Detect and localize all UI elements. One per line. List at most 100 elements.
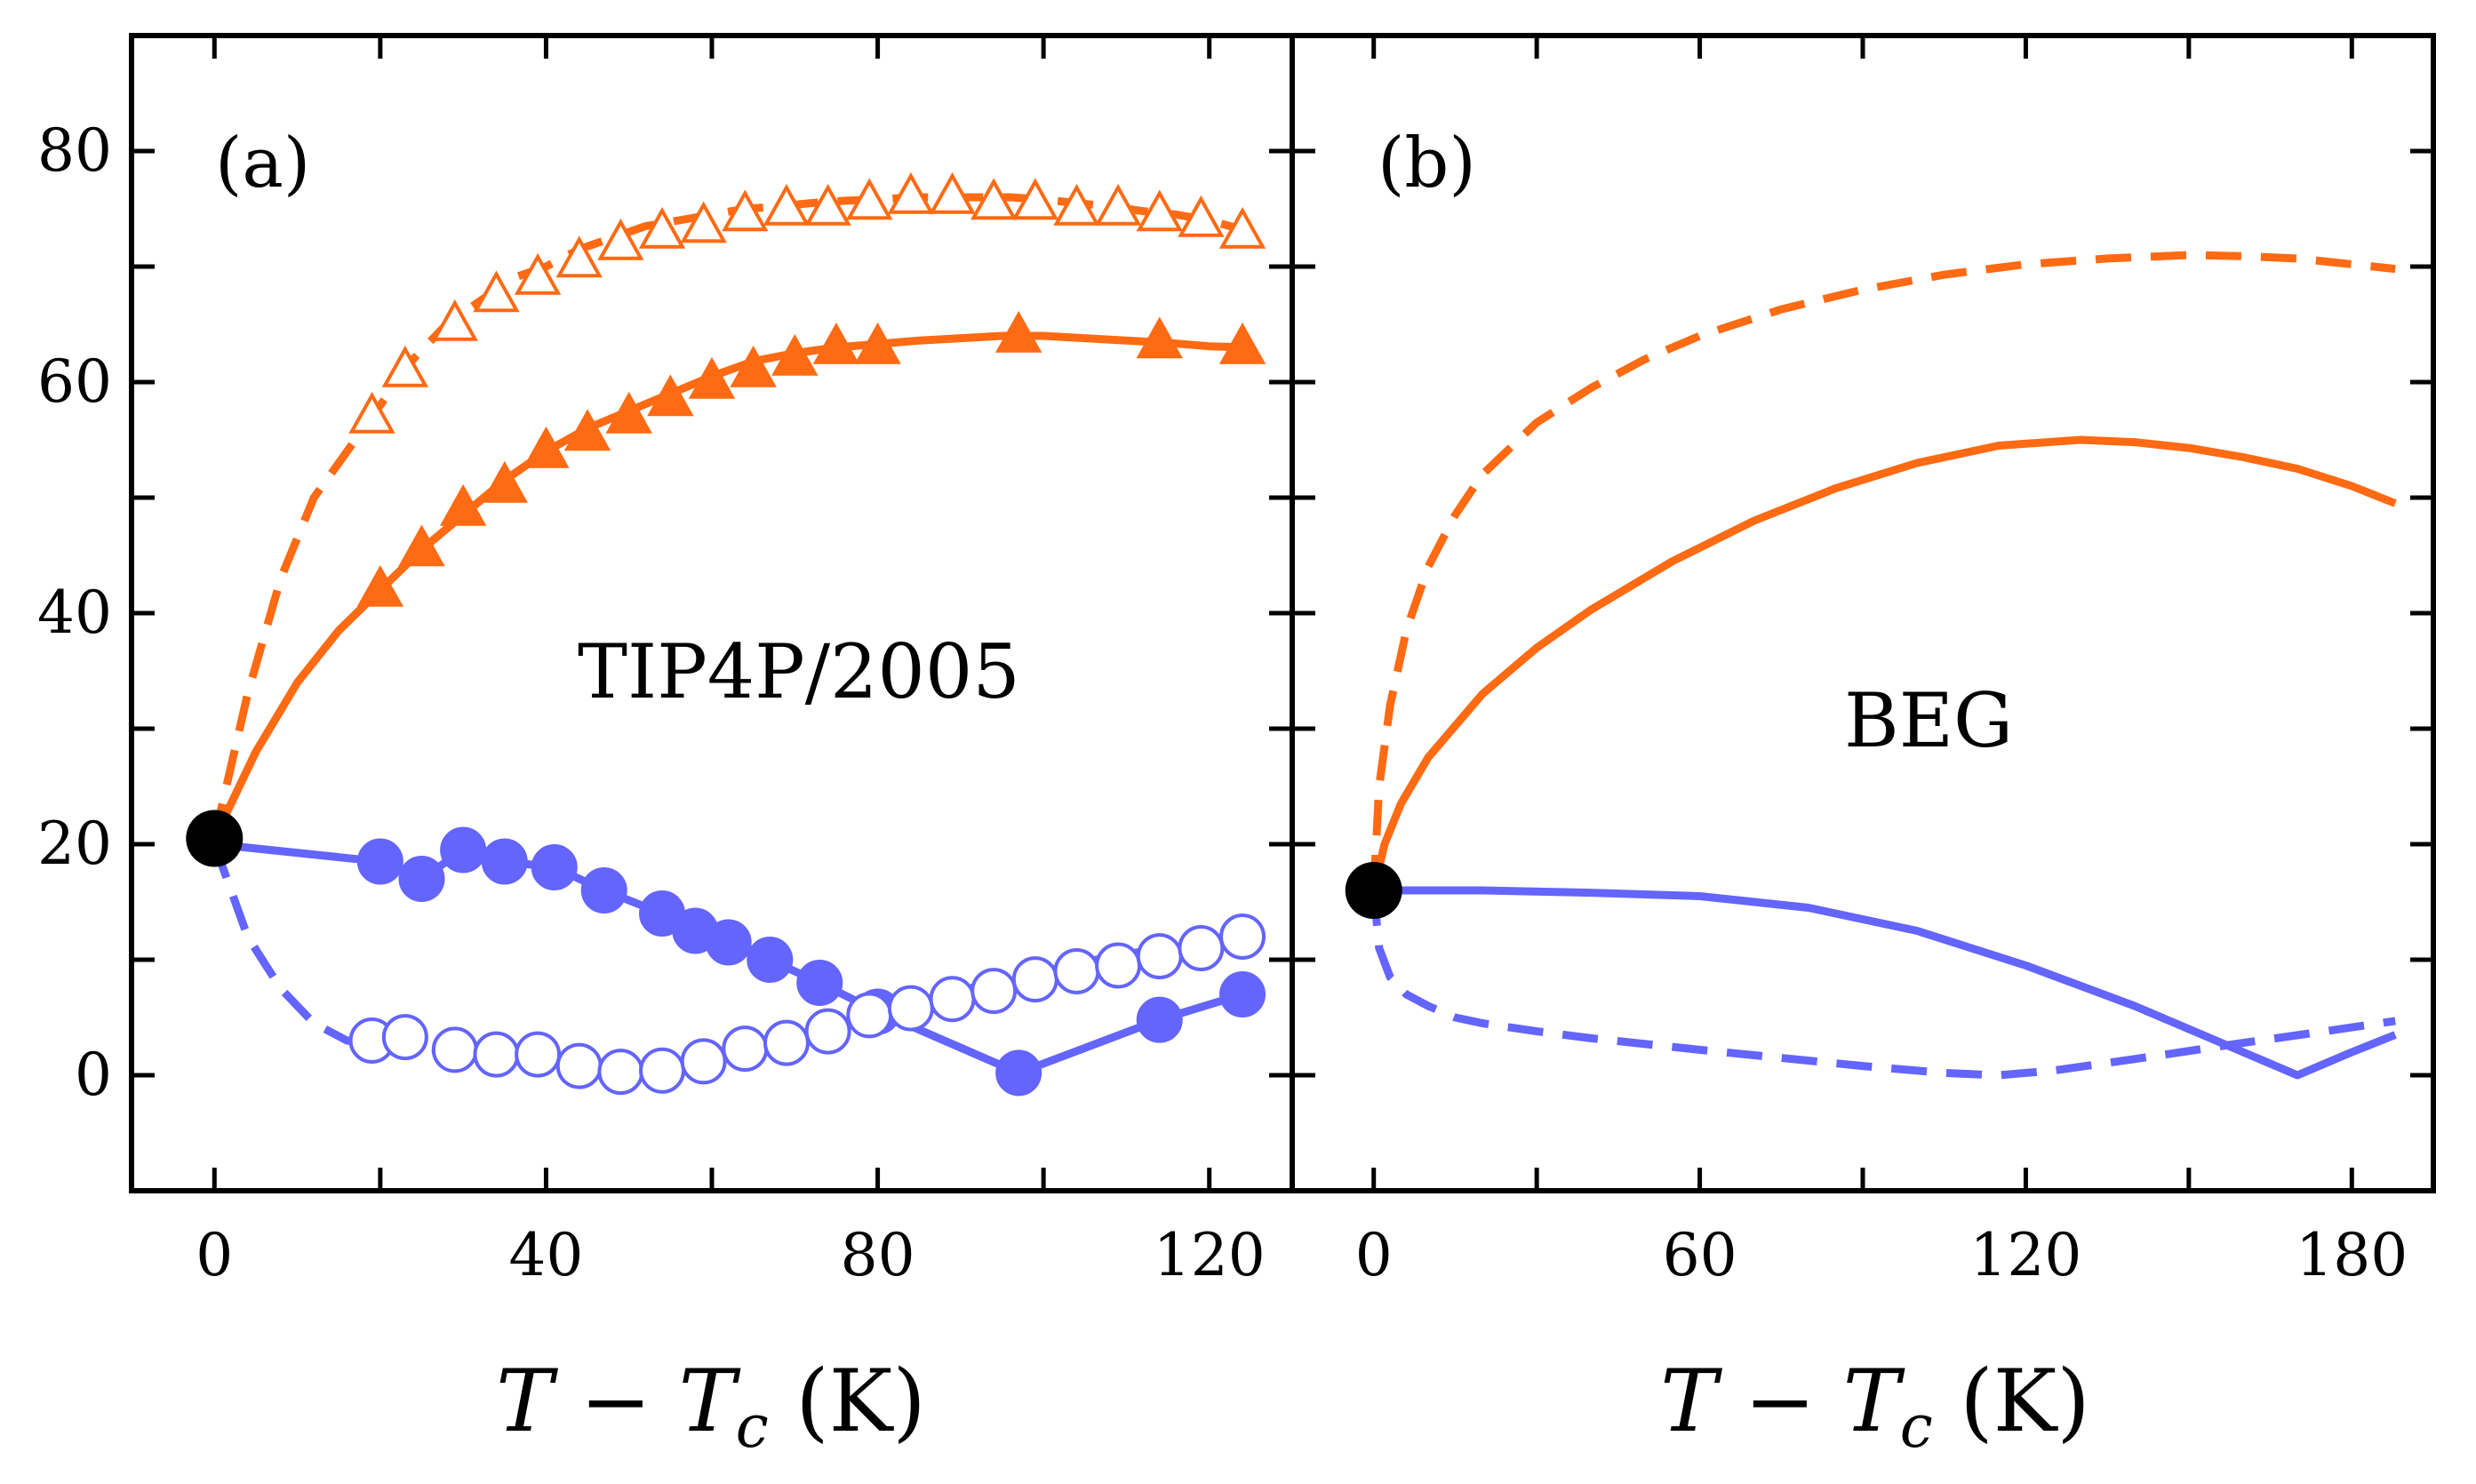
series-line [1370, 251, 2396, 891]
panel-a-marks [186, 172, 1266, 1097]
panel-b-frame [1290, 33, 2436, 1193]
panel-b-xlabel: T − Tc (K) [1660, 1352, 2090, 1461]
data-point [722, 1025, 769, 1073]
data-point [1136, 189, 1183, 232]
data-point [580, 867, 627, 914]
data-point [555, 1042, 603, 1089]
data-point [1178, 925, 1225, 971]
data-point [1178, 195, 1225, 237]
data-point [481, 838, 528, 885]
data-point [680, 1038, 727, 1085]
data-point [639, 1047, 686, 1094]
x-tick-label: 120 [1154, 1221, 1266, 1289]
panel-a-ticks: 0 20 40 60 80 0 40 80 120 [37, 36, 1292, 1289]
data-point [1136, 316, 1183, 359]
y-tick-label: 0 [75, 1041, 112, 1109]
data-point [812, 322, 860, 364]
data-point [605, 391, 652, 434]
data-point [356, 564, 404, 607]
y-tick-label: 40 [37, 578, 112, 647]
data-point [1218, 206, 1266, 249]
data-point [763, 183, 811, 226]
data-point [1094, 183, 1142, 226]
data-point [763, 1019, 810, 1066]
data-point [555, 235, 603, 278]
series-line [1370, 890, 2396, 1080]
data-point [846, 992, 893, 1039]
x-tick-label: 0 [1355, 1221, 1393, 1289]
x-tick-label: 0 [196, 1221, 233, 1289]
data-point [647, 374, 694, 417]
critical-point [1345, 862, 1402, 919]
data-point [887, 172, 935, 214]
data-point [680, 201, 727, 243]
data-point [887, 985, 934, 1032]
data-point [1053, 948, 1100, 994]
data-point [514, 252, 562, 295]
panel-a: 0 20 40 60 80 0 40 80 120 (a) TIP4P/2005 T − Tc … [37, 33, 1295, 1461]
data-point [804, 183, 851, 226]
data-point [994, 310, 1042, 353]
data-point [1218, 322, 1266, 364]
x-tick-label: 120 [1969, 1221, 2081, 1289]
critical-point [186, 810, 244, 867]
panel-a-annotation: TIP4P/2005 [578, 628, 1020, 715]
data-point [431, 1026, 478, 1073]
data-point [730, 345, 777, 387]
data-point [970, 968, 1018, 1015]
data-point [481, 460, 528, 503]
x-tick-label: 60 [1663, 1221, 1737, 1289]
x-tick-label: 180 [2296, 1221, 2408, 1289]
series-line [1370, 435, 2397, 892]
data-point [473, 1031, 520, 1078]
data-point [523, 426, 570, 468]
x-tick-label: 40 [508, 1221, 583, 1289]
panel-b: 0 60 120 180 (b) BEG T − Tc (K) [1290, 33, 2436, 1461]
data-point [440, 826, 487, 874]
data-point [473, 270, 520, 313]
panel-b-annotation: BEG [1844, 677, 2013, 764]
data-point [597, 1049, 644, 1096]
y-tick-label: 20 [37, 810, 112, 878]
data-point [398, 856, 445, 902]
data-point [381, 1014, 428, 1061]
data-point [929, 172, 976, 214]
data-point [1136, 933, 1183, 980]
data-point [854, 322, 901, 364]
data-point [970, 178, 1018, 220]
data-point [1219, 914, 1266, 960]
data-point [563, 409, 611, 451]
data-point [1219, 971, 1266, 1017]
data-point [846, 178, 893, 220]
data-point [771, 333, 819, 376]
data-point [531, 844, 578, 890]
data-point [356, 838, 403, 885]
data-point [722, 189, 769, 232]
data-point [381, 345, 429, 387]
series-line [1373, 886, 2397, 1080]
y-tick-label: 60 [37, 347, 112, 416]
data-point [796, 960, 843, 1006]
data-point [515, 1031, 562, 1078]
panel-a-label: (a) [215, 124, 310, 203]
y-tick-label: 80 [37, 116, 112, 185]
data-point [431, 299, 479, 341]
data-point [1095, 942, 1142, 989]
data-point [638, 206, 686, 249]
x-tick-label: 80 [841, 1221, 915, 1289]
series-line [210, 193, 1252, 840]
data-point [1053, 183, 1100, 226]
data-point [597, 218, 644, 260]
panel-b-label: (b) [1378, 124, 1476, 203]
panel-b-marks [1345, 251, 2397, 1080]
data-point [439, 483, 487, 526]
panel-a-xlabel: T − Tc (K) [496, 1352, 926, 1461]
data-point [688, 356, 736, 399]
data-point [398, 524, 445, 567]
data-point [705, 919, 752, 966]
panel-b-ticks: 0 60 120 180 [1292, 36, 2433, 1289]
data-point [747, 937, 794, 983]
data-point [1011, 178, 1059, 220]
data-point [1136, 996, 1183, 1043]
